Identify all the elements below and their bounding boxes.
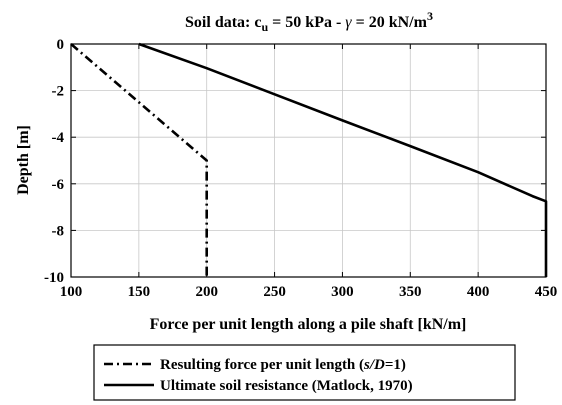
title-suffix: = 20 kN/m: [352, 14, 428, 31]
y-tick-label: 0: [57, 37, 65, 53]
legend-box: [93, 344, 516, 401]
title-gamma: γ: [345, 14, 352, 31]
y-tick-label: -4: [52, 130, 65, 146]
x-tick-label: 350: [399, 284, 422, 300]
x-tick-label: 150: [128, 284, 151, 300]
x-tick-label: 300: [331, 284, 354, 300]
x-tick-label: 250: [263, 284, 286, 300]
series-line-2: [138, 42, 548, 277]
title-prefix-subscript: u: [261, 20, 268, 34]
y-tick-label: -10: [44, 270, 64, 286]
x-axis-title: Force per unit length along a pile shaft…: [150, 316, 467, 333]
legend-label-series-1-italic: s/D: [363, 357, 385, 373]
series-line-1: [70, 43, 208, 277]
y-tick-label: -2: [52, 84, 65, 100]
x-tick-label: 400: [467, 284, 490, 300]
y-axis-ticks: 0 -2 -4 -6 -8 -10: [44, 37, 546, 286]
legend-label-series-1: Resulting force per unit length (s/D=1): [160, 357, 406, 373]
x-tick-label: 100: [60, 284, 83, 300]
grid: [71, 44, 546, 277]
plot-area: [70, 43, 547, 278]
legend-label-series-2: Ultimate soil resistance (Matlock, 1970): [160, 378, 413, 394]
x-axis-ticks: 100 150 200 250 300 350 400 450: [60, 44, 558, 300]
legend: Resulting force per unit length (s/D=1) …: [93, 344, 516, 401]
title-prefix: Soil data: c: [185, 14, 261, 31]
y-axis-title: Depth [m]: [15, 125, 32, 195]
legend-label-series-1-part-a: Resulting force per unit length (: [160, 357, 364, 373]
title-suffix-superscript: 3: [427, 9, 433, 23]
y-tick-label: -8: [52, 223, 65, 239]
chart-title: Soil data: cu = 50 kPa - γ = 20 kN/m3: [185, 9, 433, 34]
x-tick-label: 200: [195, 284, 218, 300]
title-middle: = 50 kPa -: [268, 14, 345, 31]
x-tick-label: 450: [535, 284, 558, 300]
series-lines: [70, 42, 548, 277]
y-tick-label: -6: [52, 177, 65, 193]
legend-label-series-1-part-b: =1): [385, 357, 406, 373]
